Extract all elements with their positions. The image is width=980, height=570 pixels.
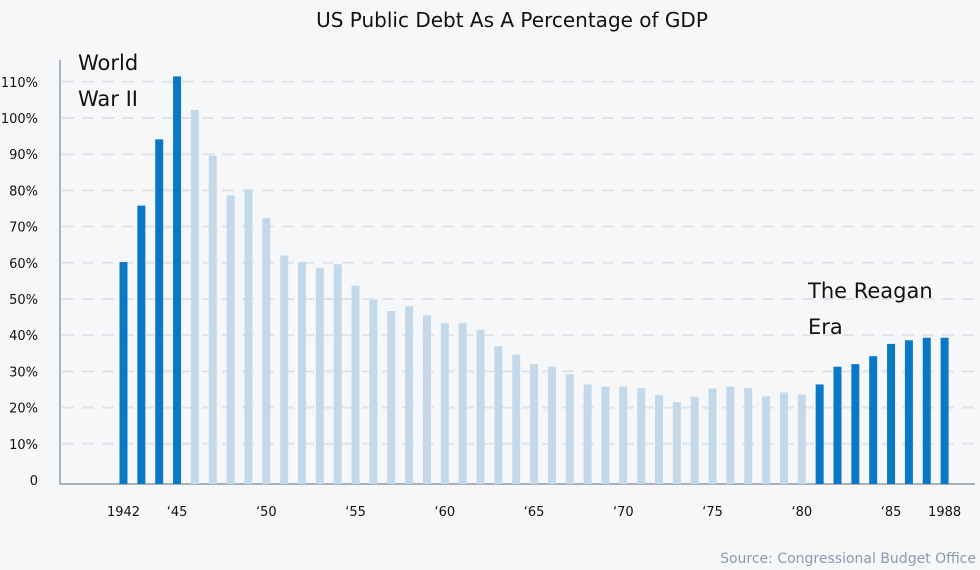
x-tick-label: ‘50 [256, 505, 277, 520]
bar [583, 384, 592, 484]
bar [298, 262, 306, 484]
bar [601, 386, 610, 484]
bar [422, 315, 431, 484]
annotation-reagan-line1: The Reagan [807, 279, 933, 303]
y-tick-label: 100% [1, 112, 38, 127]
annotation-wwii-line1: World [78, 51, 138, 75]
bar [315, 267, 324, 484]
bar [173, 76, 182, 485]
x-axis-ticks: 1942 ‘45 ‘50 ‘55 ‘60 ‘65 ‘70 ‘75 ‘80 ‘85 1988 [107, 505, 961, 520]
bar [333, 264, 342, 484]
bar [387, 310, 396, 484]
bar [708, 388, 717, 484]
y-tick-label: 50% [9, 293, 38, 308]
y-tick-label: 90% [9, 148, 38, 163]
bar [137, 205, 146, 484]
bar [869, 356, 878, 484]
bar [887, 343, 896, 484]
annotation-world-war-ii: World War II [78, 51, 138, 111]
bar [351, 285, 360, 484]
bar [565, 374, 574, 484]
bar [744, 388, 753, 484]
bar [940, 337, 949, 484]
bar [262, 217, 271, 485]
y-tick-label: 30% [9, 365, 38, 380]
bar [494, 346, 503, 484]
y-tick-label: 60% [9, 257, 38, 272]
x-tick-label: 1942 [107, 505, 140, 520]
bar [726, 386, 735, 484]
bar [797, 394, 806, 484]
y-tick-label: 40% [9, 329, 38, 344]
bar [815, 384, 824, 484]
bar [655, 394, 663, 484]
y-tick-label: 10% [9, 438, 38, 453]
y-tick-label: 110% [1, 76, 38, 91]
bar [547, 366, 556, 484]
y-tick-label: 0 [30, 474, 38, 489]
x-tick-label: ‘80 [791, 505, 812, 520]
source-note: Source: Congressional Budget Office [720, 551, 976, 567]
bar [619, 386, 628, 484]
bar [244, 189, 253, 484]
x-tick-label: ‘55 [345, 505, 366, 520]
bar [762, 396, 771, 484]
annotation-wwii-line2: War II [78, 87, 138, 111]
bars [119, 76, 949, 485]
y-tick-label: 70% [9, 221, 38, 236]
bar [369, 299, 378, 484]
bar [833, 366, 842, 484]
bar [530, 364, 539, 484]
bar [690, 396, 699, 484]
x-tick-label: 1988 [928, 505, 961, 520]
x-tick-label: ‘45 [167, 505, 188, 520]
bar [851, 364, 860, 484]
y-axis-ticks: 0 10% 20% 30% 40% 50% 60% 70% 80% 90% 100% 110% [1, 76, 38, 489]
x-tick-label: ‘60 [434, 505, 455, 520]
bar [226, 195, 235, 484]
bar [280, 255, 289, 484]
annotation-reagan-line2: Era [808, 315, 843, 339]
bar [512, 354, 521, 484]
bar [458, 323, 467, 484]
bar [637, 388, 646, 484]
bar [190, 110, 199, 484]
bar [155, 139, 164, 484]
bar [779, 392, 788, 484]
annotation-reagan-era: The Reagan Era [807, 279, 933, 339]
bar [672, 402, 681, 484]
chart-title: US Public Debt As A Percentage of GDP [316, 8, 708, 32]
x-tick-label: ‘85 [881, 505, 902, 520]
bar [440, 323, 449, 484]
x-tick-label: ‘65 [524, 505, 545, 520]
y-tick-label: 20% [9, 402, 38, 417]
bar [208, 155, 217, 484]
bar [119, 262, 128, 484]
bar [405, 306, 414, 484]
y-tick-label: 80% [9, 184, 38, 199]
bar [904, 340, 913, 484]
bar [922, 337, 931, 484]
x-tick-label: ‘75 [702, 505, 723, 520]
x-tick-label: ‘70 [613, 505, 634, 520]
bar [476, 329, 485, 484]
